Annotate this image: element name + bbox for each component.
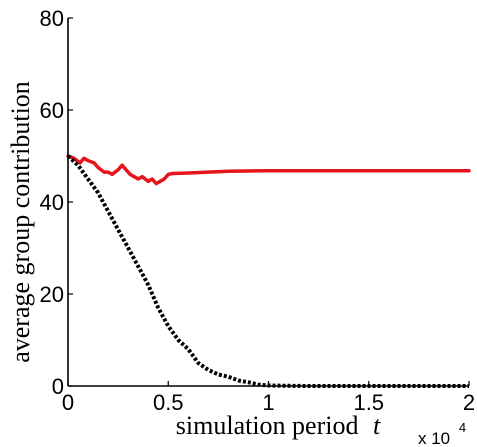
- x-axis-multiplier-exponent: 4: [459, 420, 466, 435]
- x-tick-label: 2: [463, 390, 475, 415]
- x-tick-label: 0: [62, 390, 74, 415]
- series-layer: [66, 154, 471, 388]
- y-tick-label: 0: [52, 374, 64, 399]
- x-axis-label-variable: t: [373, 411, 381, 440]
- x-tick-label: 1: [262, 390, 274, 415]
- x-tick-label: 1.5: [353, 390, 384, 415]
- x-axis-label: simulation period t: [176, 411, 381, 440]
- series-line-1: [66, 154, 471, 186]
- x-axis-multiplier: x 10 4: [418, 420, 466, 447]
- y-tick-label: 20: [40, 282, 64, 307]
- x-tick-label: 0.5: [153, 390, 184, 415]
- axes-layer: [67, 18, 469, 387]
- y-tick-label: 40: [40, 190, 64, 215]
- series-line-2: [66, 154, 469, 388]
- y-tick-label: 80: [40, 6, 64, 31]
- y-tick-label: 60: [40, 98, 64, 123]
- x-axis-multiplier-base: x 10: [418, 429, 450, 447]
- y-axis-label: average group contribution: [6, 81, 35, 363]
- x-axis-label-text: simulation period: [176, 411, 359, 440]
